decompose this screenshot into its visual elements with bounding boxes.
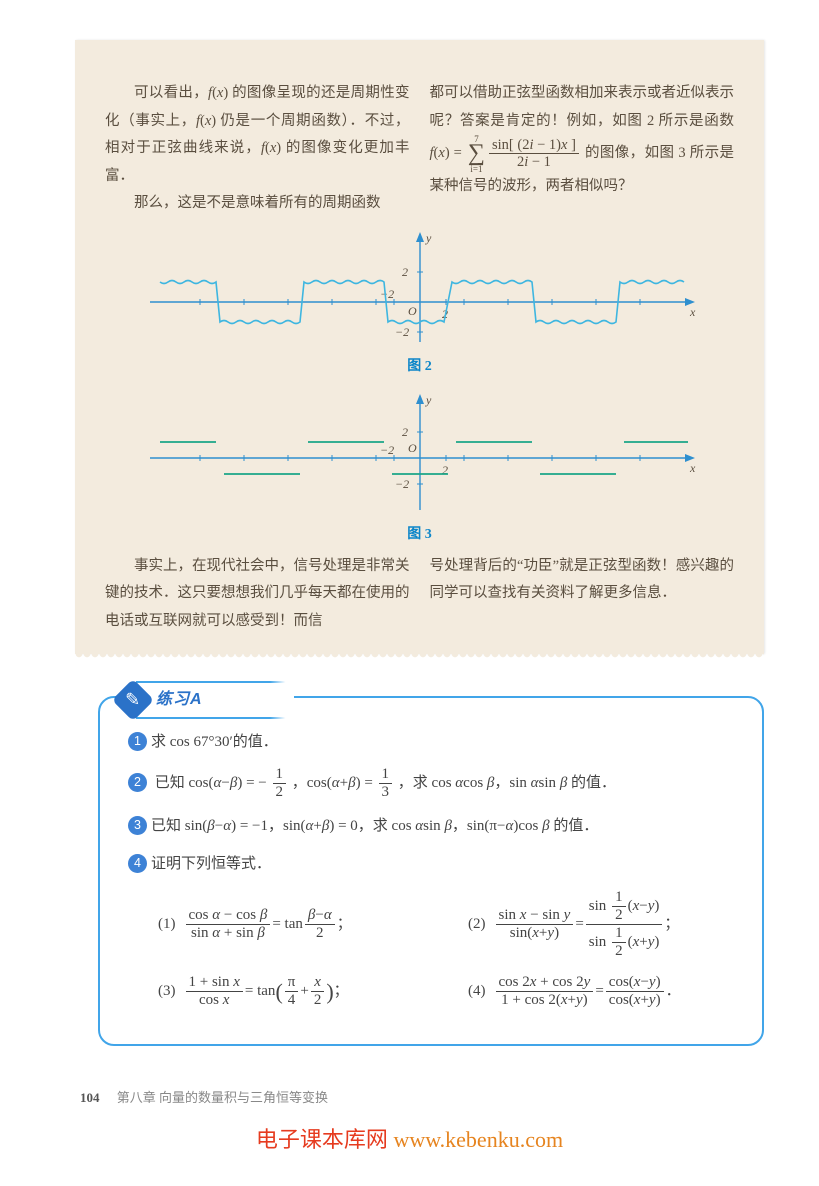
watermark: 电子课本库网 www.kebenku.com — [0, 1119, 819, 1161]
chart-fig2: y x O 2 −2 2 −2 — [140, 230, 700, 350]
svg-text:x: x — [689, 305, 696, 319]
page-number: 104 — [80, 1090, 100, 1105]
svg-text:2: 2 — [402, 425, 408, 439]
sub-2: (2) sin x − sin ysin(x+y) = sin 12(x−y) … — [468, 889, 734, 961]
question-3: 3已知 sin(β−α) = −1，sin(α+β) = 0，求 cos αsi… — [128, 812, 734, 841]
figure-2: y x O 2 −2 2 −2 图 2 — [105, 230, 734, 381]
svg-text:−2: −2 — [395, 477, 409, 491]
sub-row-1: (1) cos α − cos βsin α + sin β = tan β−α… — [158, 889, 734, 961]
para2: 那么，这是不是意味着所有的周期函数 — [105, 190, 410, 218]
chapter-title: 第八章 向量的数量积与三角恒等变换 — [117, 1090, 328, 1105]
qnum-1: 1 — [128, 732, 147, 751]
svg-text:x: x — [689, 461, 696, 475]
top-columns: 可以看出，f(x) 的图像呈现的还是周期性变化（事实上，f(x) 仍是一个周期函… — [105, 80, 734, 218]
para5: 号处理背后的“功臣”就是正弦型函数！感兴趣的同学可以查找有关资料了解更多信息． — [430, 553, 735, 636]
exercise-title: 练习A — [136, 681, 293, 719]
svg-text:2: 2 — [402, 265, 408, 279]
qnum-4: 4 — [128, 854, 147, 873]
summation: 7 ∑ i=1 sin[ (2i − 1)x ] 2i − 1 — [466, 135, 581, 173]
svg-text:O: O — [408, 304, 417, 318]
question-1: 1求 cos 67°30′的值． — [128, 728, 734, 757]
svg-text:y: y — [425, 393, 432, 407]
svg-text:y: y — [425, 231, 432, 245]
sigma-icon: 7 ∑ i=1 — [468, 135, 485, 173]
question-2: 2 已知 cos(α−β) = − 12 ，cos(α+β) = 13 ，求 c… — [128, 766, 734, 802]
para4: 事实上，在现代社会中，信号处理是非常关键的技术．这只要想想我们几乎每天都在使用的… — [105, 553, 410, 636]
qnum-3: 3 — [128, 816, 147, 835]
question-4: 4证明下列恒等式． — [128, 850, 734, 879]
para1: 可以看出，f(x) 的图像呈现的还是周期性变化（事实上，f(x) 仍是一个周期函… — [105, 80, 410, 190]
sub-row-2: (3) 1 + sin xcos x = tan ( π4 + x2 ) ； (… — [158, 971, 734, 1013]
fig2-label: 图 2 — [407, 354, 432, 381]
sum-fraction: sin[ (2i − 1)x ] 2i − 1 — [489, 137, 579, 171]
exercise-box: ✎ 练习A 1求 cos 67°30′的值． 2 已知 cos(α−β) = −… — [98, 696, 764, 1047]
svg-text:−2: −2 — [395, 325, 409, 339]
col-right: 都可以借助正弦型函数相加来表示或者近似表示呢？答案是肯定的！例如，如图 2 所示… — [430, 80, 735, 218]
sub-1: (1) cos α − cos βsin α + sin β = tan β−α… — [158, 907, 468, 943]
page-footer: 104 第八章 向量的数量积与三角恒等变换 — [80, 1086, 328, 1111]
reading-section: 可以看出，f(x) 的图像呈现的还是周期性变化（事实上，f(x) 仍是一个周期函… — [75, 40, 764, 654]
figure-3: y x O 2 −2 2 −2 图 3 — [105, 392, 734, 549]
svg-text:−2: −2 — [380, 287, 394, 301]
chart-fig3: y x O 2 −2 2 −2 — [140, 392, 700, 518]
bottom-columns: 事实上，在现代社会中，信号处理是非常关键的技术．这只要想想我们几乎每天都在使用的… — [105, 553, 734, 636]
sub-4: (4) cos 2x + cos 2y1 + cos 2(x+y) = cos(… — [468, 974, 734, 1010]
fig3-label: 图 3 — [407, 522, 432, 549]
exercise-tab: ✎ 练习A — [118, 681, 293, 719]
svg-text:O: O — [408, 441, 417, 455]
col-left: 可以看出，f(x) 的图像呈现的还是周期性变化（事实上，f(x) 仍是一个周期函… — [105, 80, 410, 218]
svg-text:−2: −2 — [380, 443, 394, 457]
qnum-2: 2 — [128, 773, 147, 792]
sub-3: (3) 1 + sin xcos x = tan ( π4 + x2 ) ； — [158, 971, 468, 1013]
